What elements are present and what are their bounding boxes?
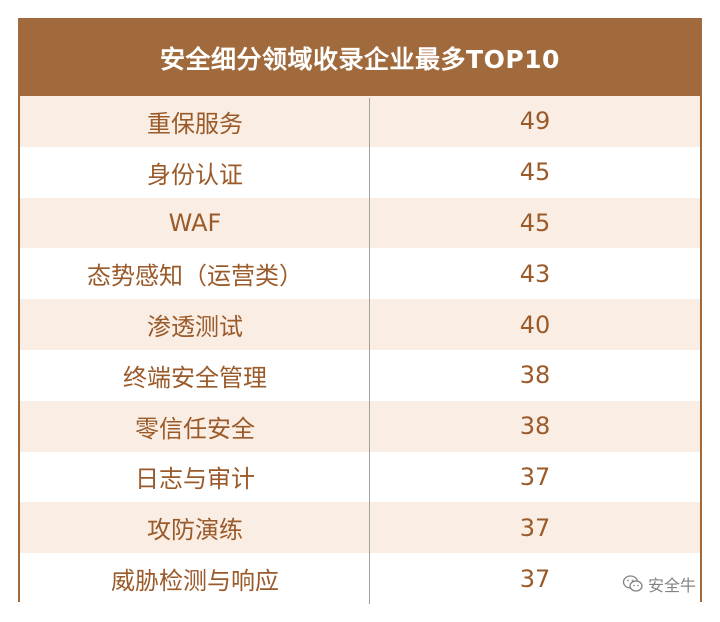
table-row: 身份认证 45 (20, 146, 700, 198)
category-name: 零信任安全 (135, 414, 255, 443)
category-name: 终端安全管理 (123, 363, 267, 392)
category-name: 渗透测试 (147, 313, 243, 342)
table-body: 重保服务 49 身份认证 45 WAF 45 态势感知（运营类） 43 渗透测试 40 终端安全管理… (20, 96, 700, 604)
category-name: WAF (168, 208, 222, 237)
table-row: 日志与审计 37 (20, 451, 700, 503)
category-name: 日志与审计 (135, 465, 255, 494)
table-row: 攻防演练 37 (20, 502, 700, 554)
category-name: 身份认证 (147, 160, 243, 189)
table-row: 渗透测试 40 (20, 299, 700, 350)
company-count: 49 (519, 107, 551, 136)
column-divider (369, 98, 370, 604)
company-count: 38 (519, 412, 551, 441)
company-count: 43 (519, 259, 551, 288)
watermark-text: 安全牛 (647, 576, 696, 595)
category-name: 态势感知（运营类） (87, 262, 303, 291)
ranking-table: 安全细分领域收录企业最多TOP10 重保服务 49 身份认证 45 WAF 45 态势感知（… (18, 18, 702, 604)
wechat-icon (622, 575, 643, 592)
company-count: 37 (519, 462, 551, 491)
category-name: 重保服务 (147, 109, 243, 138)
watermark: 安全牛 (622, 572, 696, 596)
table-row: 威胁检测与响应 37 (20, 553, 700, 604)
category-name: 威胁检测与响应 (111, 567, 279, 596)
company-count: 40 (519, 310, 551, 339)
company-count: 37 (519, 513, 551, 542)
table-row: 态势感知（运营类） 43 (20, 248, 700, 300)
company-count: 38 (519, 361, 551, 390)
company-count: 37 (519, 564, 551, 593)
table-row: WAF 45 (20, 197, 700, 249)
company-count: 45 (519, 208, 551, 237)
table-row: 终端安全管理 38 (20, 349, 700, 401)
table-title: 安全细分领域收录企业最多TOP10 (20, 20, 700, 96)
category-name: 攻防演练 (147, 516, 243, 545)
table-row: 重保服务 49 (20, 96, 700, 147)
company-count: 45 (519, 158, 551, 187)
table-row: 零信任安全 38 (20, 400, 700, 452)
